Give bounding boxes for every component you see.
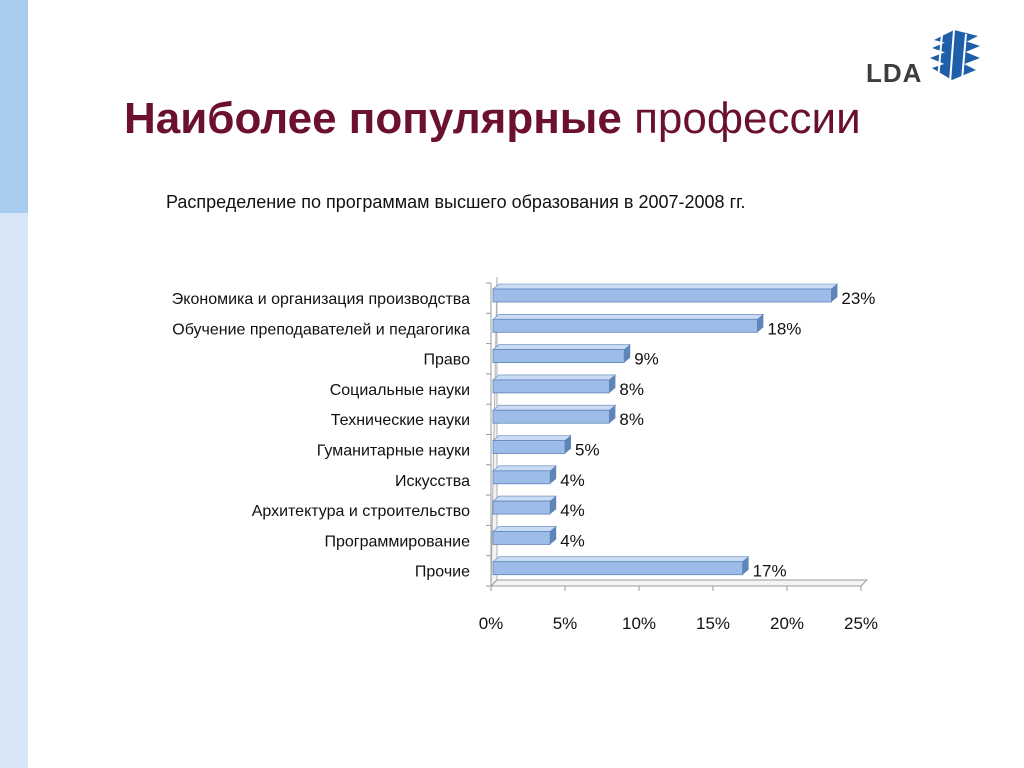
bar [492,440,566,454]
category-label: Архитектура и строительство [252,503,470,520]
x-tick-label: 0% [479,614,504,633]
bar [492,470,551,485]
chart-floor [489,579,869,587]
page-title: Наиболее популярные профессии [124,94,861,144]
data-label: 8% [619,410,644,429]
bar-side [550,526,557,545]
data-label: 23% [841,289,875,308]
chart-subtitle: Распределение по программам высшего обра… [166,192,746,212]
bar [492,288,832,303]
bar-top [492,283,839,290]
bar-top [492,313,765,320]
x-tick-label: 5% [553,614,578,633]
bar-top [492,404,617,411]
bar [492,318,758,333]
title-rest: профессии [634,94,861,143]
data-label: 4% [560,471,585,490]
bar-top [492,344,632,350]
category-label: Программирование [324,533,470,550]
data-label: 18% [767,319,801,338]
bar-side [831,284,838,302]
data-label: 17% [753,562,787,581]
bar-side [550,496,557,515]
category-label: Обучение преподавателей и педагогика [172,321,470,338]
category-label: Право [423,352,470,369]
bar-top [492,526,558,532]
data-label: 9% [634,350,659,369]
data-label: 4% [560,531,585,550]
bar [492,409,610,424]
x-tick-label: 25% [844,614,878,633]
bar-side [550,465,557,484]
x-tick-label: 15% [696,614,730,633]
logo-text: LDA [866,58,923,88]
bar-top [492,495,558,502]
data-label: 5% [575,441,600,460]
bar [492,349,625,364]
bar-side [609,374,616,393]
data-label: 4% [560,501,585,520]
category-label: Технические науки [331,412,470,429]
category-label: Искусства [395,473,470,490]
bar [492,531,551,545]
side-strip-accent [0,0,28,213]
bar-top [492,556,750,563]
bar-side [609,405,616,424]
bar-top [492,374,617,381]
bar-side [565,435,571,454]
bar-side [742,556,749,575]
lda-globe-icon [930,29,980,83]
bar [492,561,744,576]
bar-top [492,435,572,441]
category-label: Экономика и организация производства [172,291,470,308]
data-label: 8% [619,380,644,399]
bar [492,500,551,515]
lda-logo: LDA [866,28,984,88]
title-bold: Наиболее популярные [124,94,622,143]
x-tick-label: 20% [770,614,804,633]
bar-top [492,465,558,472]
bar [492,379,610,394]
category-label: Социальные науки [330,382,470,399]
category-label: Прочие [415,564,470,581]
bar-side [624,344,631,363]
category-label: Гуманитарные науки [317,443,470,460]
x-tick-label: 10% [622,614,656,633]
bar-side [757,314,764,333]
